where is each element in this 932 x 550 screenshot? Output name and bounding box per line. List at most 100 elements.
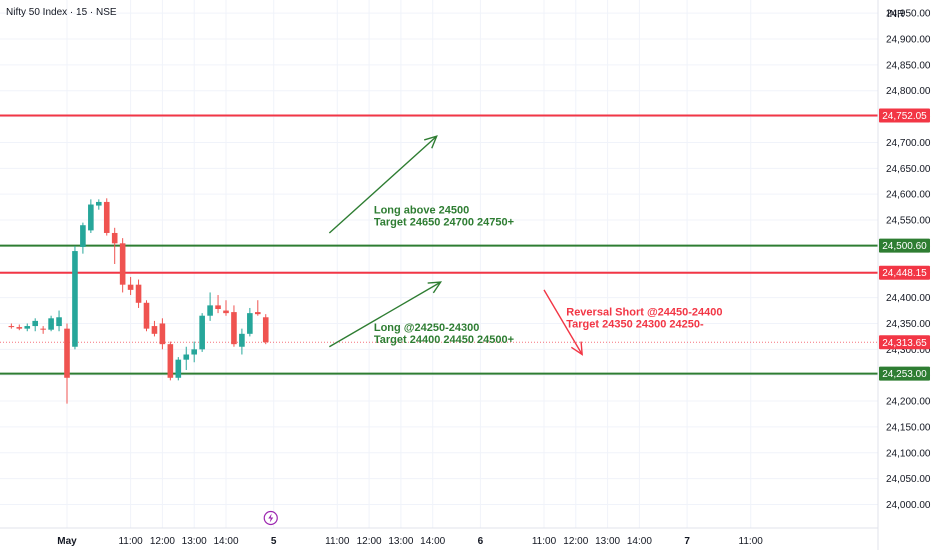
candle-body — [255, 312, 261, 315]
candle-body — [247, 313, 253, 334]
candle-body — [103, 201, 110, 233]
candle — [72, 245, 78, 350]
candle-body — [223, 310, 229, 314]
candle — [231, 305, 237, 347]
candle — [199, 313, 205, 352]
candle-body — [32, 320, 38, 327]
y-tick-label: 24,600.00 — [886, 190, 931, 201]
arrow-shaft — [328, 135, 438, 234]
level-price-badge — [879, 238, 930, 253]
x-tick-label: 14:00 — [627, 536, 652, 547]
candle-body — [239, 333, 245, 347]
level-price-label: 24,752.05 — [882, 111, 927, 122]
level-price-badge — [879, 366, 930, 381]
annotation-text: Long @24250-24300 — [374, 322, 480, 334]
y-tick-label: 24,900.00 — [886, 35, 931, 46]
x-tick-label: 7 — [684, 536, 690, 547]
candle-body — [16, 327, 23, 329]
candle-body — [80, 225, 86, 247]
arrow-head — [427, 281, 443, 294]
x-tick-label: 13:00 — [182, 536, 207, 547]
candle — [96, 199, 102, 210]
candle — [56, 310, 62, 332]
y-tick-label: 24,850.00 — [886, 60, 931, 71]
candle-body — [231, 312, 237, 345]
candle-body — [111, 232, 118, 244]
arrow-head — [423, 135, 438, 149]
candle — [127, 276, 134, 296]
level-price-badge — [879, 265, 930, 280]
y-tick-label: 24,050.00 — [886, 474, 931, 485]
x-tick-label: 14:00 — [213, 536, 238, 547]
lightning-icon[interactable] — [263, 510, 278, 526]
candle-body — [88, 204, 94, 231]
candle — [215, 295, 221, 314]
x-tick-label: 12:00 — [150, 536, 175, 547]
y-tick-label: 24,400.00 — [886, 293, 931, 304]
candle — [262, 314, 269, 345]
candle-body — [72, 251, 78, 347]
candle — [135, 279, 142, 308]
candle-body — [143, 302, 150, 329]
candle-body — [40, 328, 46, 330]
candle — [167, 341, 174, 381]
y-tick-label: 24,700.00 — [886, 138, 931, 149]
candle-body — [135, 284, 142, 303]
candle — [103, 198, 110, 236]
y-tick-label: 24,300.00 — [886, 345, 931, 356]
candle-body — [191, 349, 197, 355]
chart-title: Nifty 50 Index · 15 · NSE — [6, 7, 117, 18]
candle-body — [262, 317, 269, 343]
candle-body — [207, 305, 213, 316]
price-labels: 24,752.05 24,500.60 24,448.15 24,253.00 24,3… — [879, 108, 930, 381]
candle-body — [64, 328, 70, 378]
candle — [80, 222, 86, 254]
candle-body — [151, 326, 158, 334]
y-tick-label: 24,200.00 — [886, 397, 931, 408]
candle — [223, 300, 229, 316]
annotation-text: Target 24650 24700 24750+ — [374, 216, 514, 228]
y-tick-label: 24,000.00 — [886, 500, 931, 511]
candle — [88, 199, 94, 233]
last-price-badge — [879, 335, 930, 350]
x-tick-label: 11:00 — [118, 536, 143, 547]
x-tick-label: 12:00 — [563, 536, 588, 547]
x-tick-label: 5 — [271, 536, 277, 547]
candle — [191, 341, 197, 363]
candle-body — [56, 317, 62, 327]
event-marker-bolt — [268, 513, 274, 523]
candle — [183, 346, 190, 371]
x-tick-label: 11:00 — [739, 536, 764, 547]
x-tick-label: 11:00 — [325, 536, 350, 547]
candle — [24, 323, 31, 332]
x-tick-label: May — [57, 536, 77, 547]
candle-body — [127, 284, 134, 290]
candle — [32, 318, 38, 332]
y-tick-label: 24,100.00 — [886, 448, 931, 459]
candle — [207, 292, 213, 321]
candle-body — [24, 326, 31, 329]
candle — [64, 323, 70, 404]
time-axis[interactable]: 14:00 May 11:00 12:00 13:00 14:00 5 11:00 12:00 1… — [0, 510, 878, 548]
candle — [16, 324, 23, 331]
candle — [119, 238, 126, 293]
x-tick-label: 6 — [478, 536, 484, 547]
annotation-text: Target 24350 24300 24250- — [566, 319, 704, 331]
y-tick-label: 24,150.00 — [886, 422, 931, 433]
x-tick-label: 13:00 — [388, 536, 413, 547]
currency-label: INR — [887, 9, 904, 20]
candle — [239, 328, 245, 355]
candle — [159, 318, 166, 350]
y-tick-label: 24,350.00 — [886, 319, 931, 330]
candles — [8, 198, 269, 404]
annotation-text: Target 24400 24450 24500+ — [374, 334, 514, 346]
candle-body — [175, 359, 182, 378]
candle — [255, 300, 261, 316]
candle-body — [199, 315, 205, 350]
level-price-badge — [879, 108, 930, 123]
